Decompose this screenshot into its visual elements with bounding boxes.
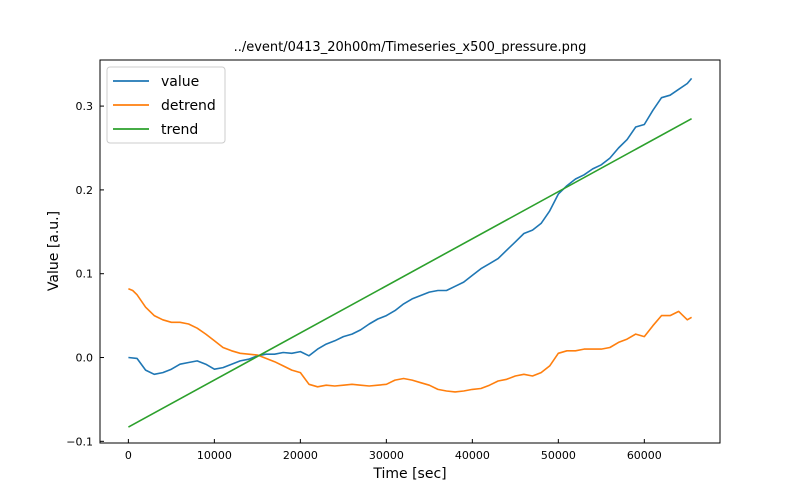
- y-axis-label: Value [a.u.]: [46, 211, 62, 291]
- series-line-detrend: [128, 288, 693, 393]
- chart-title: ../event/0413_20h00m/Timeseries_x500_pre…: [234, 40, 587, 55]
- x-tick-label: 30000: [369, 449, 404, 462]
- series-line-value: [128, 77, 693, 376]
- y-tick-label: 0.2: [76, 184, 94, 197]
- legend-label-value: value: [161, 74, 199, 90]
- axes-frame: [99, 59, 721, 444]
- x-tick-label: 20000: [283, 449, 318, 462]
- x-tick-label: 50000: [541, 449, 576, 462]
- legend-label-trend: trend: [161, 122, 198, 138]
- plot-area: [128, 77, 693, 428]
- y-tick-label: 0.3: [76, 100, 94, 113]
- x-tick-label: 60000: [627, 449, 662, 462]
- legend-box: [106, 66, 226, 144]
- y-tick-label: 0.1: [76, 268, 94, 281]
- x-axis-label: Time [sec]: [372, 466, 446, 482]
- x-axis-ticks: 0 10000 20000 30000 40000 50000 60000: [125, 439, 662, 462]
- series-line-trend: [128, 117, 692, 428]
- x-tick-label: 10000: [197, 449, 232, 462]
- legend-label-detrend: detrend: [161, 98, 216, 114]
- x-tick-label: 0: [125, 449, 132, 462]
- y-axis-ticks: −0.1 0.0 0.1 0.2 0.3: [66, 100, 104, 448]
- y-tick-label: −0.1: [66, 435, 93, 448]
- x-tick-label: 40000: [455, 449, 490, 462]
- legend: value detrend trend: [106, 66, 226, 144]
- y-tick-label: 0.0: [76, 352, 94, 365]
